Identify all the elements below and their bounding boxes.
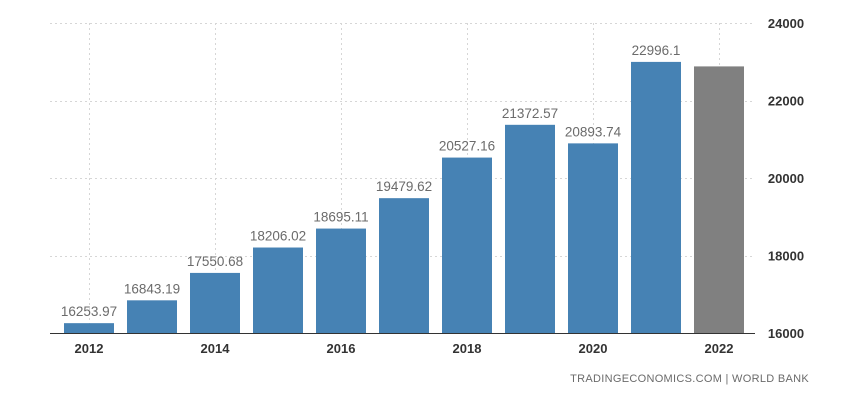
data-label-2015: 18206.02 <box>250 229 306 244</box>
data-label-2014: 17550.68 <box>187 254 243 269</box>
bar-2022 <box>694 66 744 334</box>
bars <box>64 61 744 334</box>
y-tick-label-20000: 20000 <box>768 171 804 186</box>
bar-2019 <box>505 124 555 333</box>
data-label-2016: 18695.11 <box>313 210 368 225</box>
data-label-2020: 20893.74 <box>565 124 622 139</box>
x-tick-label-2012: 2012 <box>75 341 104 356</box>
y-tick-labels: 16000 18000 20000 22000 24000 <box>768 16 804 341</box>
bar-2015 <box>253 247 303 333</box>
data-label-2019: 21372.57 <box>502 106 558 121</box>
y-tick-label-16000: 16000 <box>768 326 804 341</box>
data-label-2012: 16253.97 <box>61 304 117 319</box>
x-tick-label-2016: 2016 <box>327 341 356 356</box>
y-tick-label-22000: 22000 <box>768 94 804 109</box>
y-tick-label-18000: 18000 <box>768 249 804 264</box>
bar-2012 <box>64 323 114 333</box>
bar-2014 <box>190 272 240 333</box>
data-label-2013: 16843.19 <box>124 281 180 296</box>
bar-2020 <box>568 143 618 333</box>
bar-2016 <box>316 228 366 333</box>
source-attribution: TRADINGECONOMICS.COM | WORLD BANK <box>570 373 809 385</box>
bar-2018 <box>442 157 492 333</box>
x-tick-label-2018: 2018 <box>453 341 482 356</box>
data-label-2017: 19479.62 <box>376 179 432 194</box>
data-label-2018: 20527.16 <box>439 139 495 154</box>
data-labels: 16253.97 16843.19 17550.68 18206.02 18695.11… <box>61 43 681 319</box>
data-label-2021: 22996.1 <box>632 43 681 58</box>
x-tick-label-2022: 2022 <box>705 341 734 356</box>
bar-2017 <box>379 198 429 333</box>
bar-2021 <box>631 61 681 334</box>
bar-2013 <box>127 300 177 333</box>
y-tick-label-24000: 24000 <box>768 16 804 31</box>
x-tick-label-2020: 2020 <box>579 341 608 356</box>
x-tick-label-2014: 2014 <box>201 341 231 356</box>
x-tick-labels: 2012 2014 2016 2018 2020 2022 <box>75 341 734 356</box>
